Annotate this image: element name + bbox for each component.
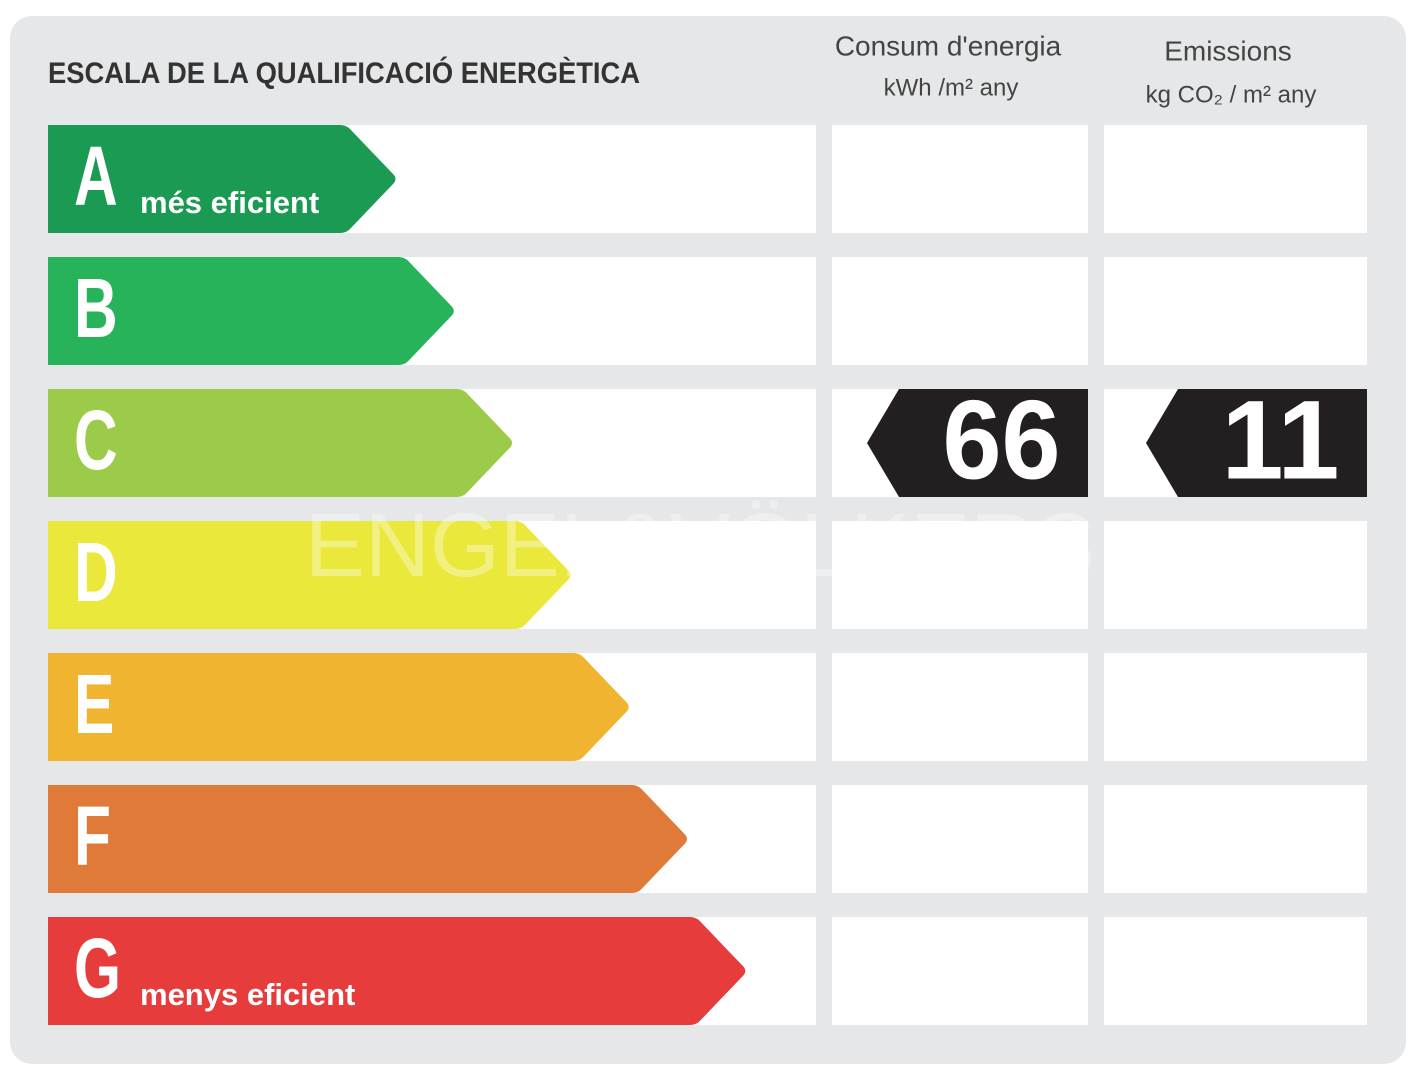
result-arrow <box>1146 389 1367 497</box>
rating-arrow <box>48 257 454 365</box>
rating-letter: C <box>74 393 118 487</box>
cell <box>832 653 1088 761</box>
result-value: 66 <box>943 378 1061 503</box>
cell <box>832 917 1088 1025</box>
rating-arrow <box>48 653 629 761</box>
rating-letter: D <box>74 525 118 619</box>
column-unit: kg CO₂ / m² any <box>1146 81 1317 108</box>
cell <box>832 785 1088 893</box>
column-unit: kWh /m² any <box>884 74 1019 101</box>
rating-letter: E <box>74 657 114 751</box>
rating-letter: B <box>74 261 118 355</box>
watermark: ENGEL&VÖLKERS <box>305 496 1095 596</box>
cell <box>1104 521 1367 629</box>
cell <box>1104 917 1367 1025</box>
rating-letter: F <box>74 789 111 883</box>
rating-arrow <box>48 389 513 497</box>
rating-arrow <box>48 125 396 233</box>
rating-label: més eficient <box>140 185 319 220</box>
cell <box>1104 653 1367 761</box>
column-title: Emissions <box>1164 35 1292 66</box>
rating-arrow <box>48 521 571 629</box>
rating-label: menys eficient <box>140 977 355 1012</box>
rating-letter: A <box>74 129 118 223</box>
cell <box>1104 125 1367 233</box>
rating-letter: G <box>74 921 121 1015</box>
cell <box>1104 785 1367 893</box>
cell <box>832 257 1088 365</box>
cell <box>1104 257 1367 365</box>
title: ESCALA DE LA QUALIFICACIÓ ENERGÈTICA <box>48 56 640 90</box>
cell <box>832 125 1088 233</box>
rating-arrow <box>48 917 746 1025</box>
column-title: Consum d'energia <box>835 30 1062 61</box>
rating-arrow <box>48 785 687 893</box>
result-value: 11 <box>1222 378 1340 503</box>
result-arrow <box>867 389 1088 497</box>
cell <box>832 521 1088 629</box>
